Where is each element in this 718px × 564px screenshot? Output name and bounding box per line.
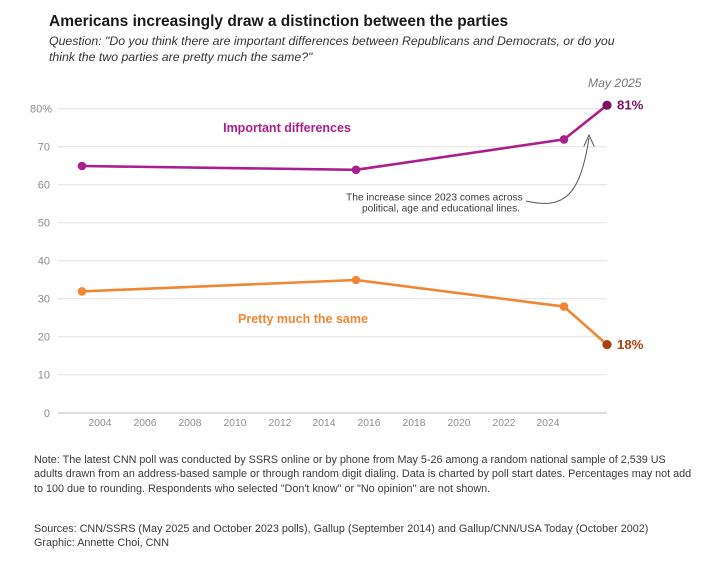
svg-text:20: 20 bbox=[38, 332, 50, 344]
svg-text:2020: 2020 bbox=[448, 418, 471, 429]
svg-text:2016: 2016 bbox=[358, 418, 381, 429]
svg-text:The increase since 2023 comes: The increase since 2023 comes across pol… bbox=[346, 193, 526, 215]
svg-text:2012: 2012 bbox=[269, 418, 292, 429]
svg-text:81%: 81% bbox=[617, 98, 644, 113]
svg-text:2004: 2004 bbox=[89, 418, 112, 429]
svg-text:2014: 2014 bbox=[313, 418, 336, 429]
svg-text:2022: 2022 bbox=[493, 418, 516, 429]
svg-text:80%: 80% bbox=[30, 104, 52, 116]
svg-text:0: 0 bbox=[44, 408, 50, 420]
svg-text:May 2025: May 2025 bbox=[588, 76, 642, 90]
svg-text:30: 30 bbox=[38, 294, 50, 306]
svg-text:18%: 18% bbox=[617, 337, 644, 352]
svg-text:2024: 2024 bbox=[537, 418, 560, 429]
svg-text:2018: 2018 bbox=[403, 418, 426, 429]
svg-text:2006: 2006 bbox=[134, 418, 157, 429]
svg-text:2010: 2010 bbox=[224, 418, 247, 429]
svg-text:10: 10 bbox=[38, 370, 50, 382]
svg-text:2008: 2008 bbox=[179, 418, 202, 429]
svg-text:Important differences: Important differences bbox=[223, 121, 351, 135]
svg-text:50: 50 bbox=[38, 218, 50, 230]
svg-text:40: 40 bbox=[38, 256, 50, 268]
svg-text:60: 60 bbox=[38, 180, 50, 192]
svg-text:70: 70 bbox=[38, 142, 50, 154]
svg-text:Pretty much the same: Pretty much the same bbox=[238, 312, 368, 326]
